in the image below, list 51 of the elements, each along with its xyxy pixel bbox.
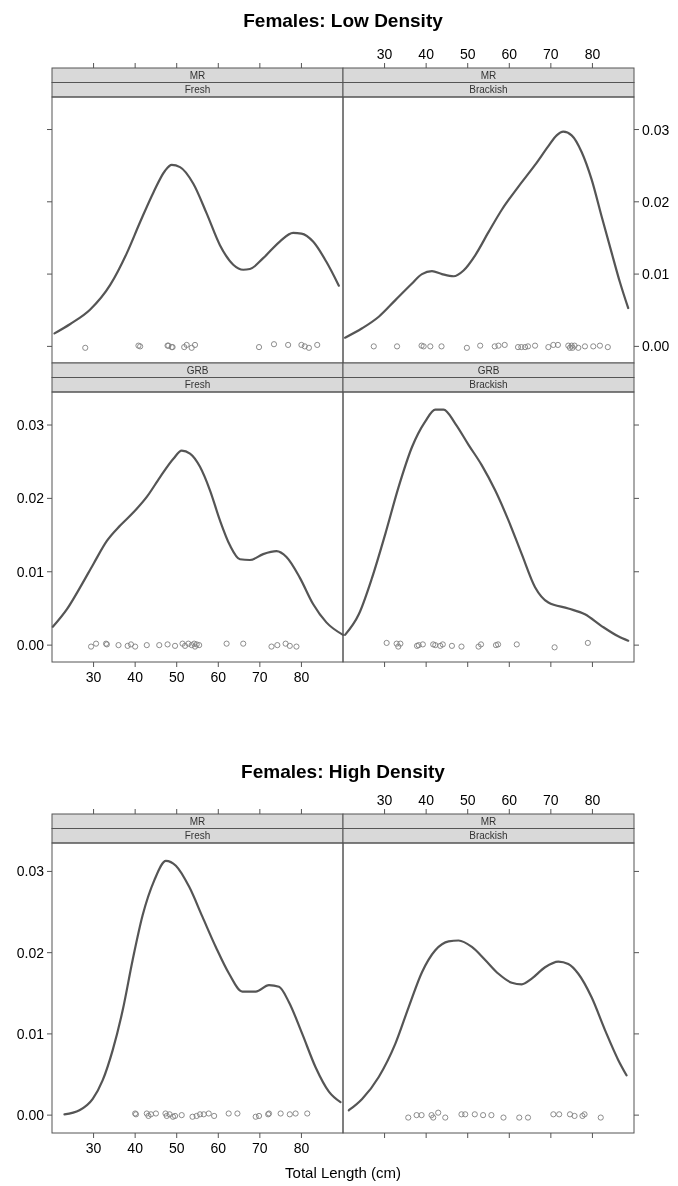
x-tick-label: 60 — [501, 792, 518, 808]
x-tick-label: 80 — [293, 1140, 310, 1156]
text: GRB — [186, 364, 209, 376]
y-tick-label: 0.00 — [16, 1107, 45, 1124]
x-tick-label: 40 — [418, 46, 435, 62]
text: Brackish — [469, 830, 508, 842]
x-tick-label: 30 — [376, 792, 393, 808]
x-tick-label: 30 — [85, 1140, 102, 1156]
x-tick-label: 60 — [210, 669, 227, 685]
text: Brackish — [469, 84, 508, 96]
text: MR — [480, 69, 497, 81]
x-tick-label: 50 — [459, 792, 476, 808]
x-axis-title: Total Length (cm) — [285, 1164, 401, 1181]
text: Fresh — [184, 84, 211, 96]
text: Fresh — [184, 379, 211, 391]
text: MR — [189, 69, 206, 81]
x-tick-label: 30 — [376, 46, 393, 62]
y-tick-label: 0.01 — [16, 563, 45, 580]
x-tick-label: 70 — [252, 1140, 268, 1156]
x-tick-label: 80 — [584, 46, 601, 62]
text: Fresh — [184, 830, 211, 842]
x-tick-label: 50 — [459, 46, 476, 62]
text: MR — [189, 815, 206, 827]
x-tick-label: 70 — [543, 792, 559, 808]
y-tick-label: 0.00 — [16, 637, 45, 654]
y-tick-label: 0.03 — [642, 121, 670, 138]
y-tick-label: 0.03 — [16, 863, 45, 880]
text: Brackish — [469, 379, 508, 391]
x-tick-label: 40 — [418, 792, 435, 808]
chart-title: Females: Low Density — [243, 10, 444, 31]
x-tick-label: 60 — [501, 46, 518, 62]
x-tick-label: 50 — [168, 669, 185, 685]
x-tick-label: 40 — [127, 669, 144, 685]
x-tick-label: 30 — [85, 669, 102, 685]
x-tick-label: 80 — [584, 792, 601, 808]
text: GRB — [477, 364, 500, 376]
y-tick-label: 0.00 — [642, 338, 670, 355]
x-tick-label: 80 — [293, 669, 310, 685]
x-tick-label: 70 — [252, 669, 268, 685]
x-tick-label: 50 — [168, 1140, 185, 1156]
y-tick-label: 0.02 — [642, 193, 670, 210]
text: MR — [480, 815, 497, 827]
y-tick-label: 0.01 — [642, 266, 670, 283]
x-tick-label: 40 — [127, 1140, 144, 1156]
y-tick-label: 0.02 — [16, 490, 45, 507]
x-tick-label: 70 — [543, 46, 559, 62]
y-tick-label: 0.03 — [16, 417, 45, 434]
chart-title: Females: High Density — [241, 761, 446, 782]
y-tick-label: 0.01 — [16, 1025, 45, 1042]
x-tick-label: 60 — [210, 1140, 227, 1156]
y-tick-label: 0.02 — [16, 944, 45, 961]
